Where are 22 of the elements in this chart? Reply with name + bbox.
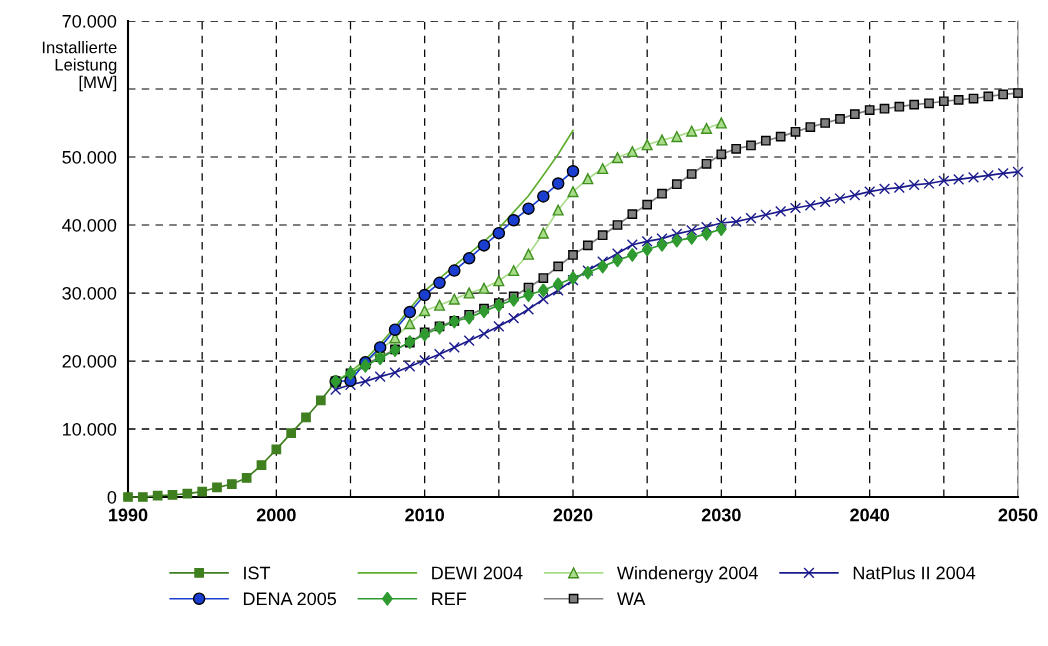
x-tick-label: 2050 (998, 508, 1038, 522)
y-tick-label: 20.000 (62, 354, 117, 368)
legend-label: REF (432, 592, 467, 606)
legend-label: Windenergy 2004 (616, 566, 758, 583)
y-tick-label: 0 (107, 490, 117, 504)
y-tick-label: 40.000 (62, 218, 117, 232)
x-tick-label: 2040 (850, 508, 890, 522)
y-tick-label: 10.000 (63, 422, 117, 436)
y-axis-title: Installierte Leistung [MW] (42, 41, 117, 92)
x-tick-label: 2010 (405, 508, 445, 522)
y-tick-label: 70.000 (62, 14, 117, 28)
x-tick-label: 2020 (553, 508, 593, 522)
legend-label: DEWI 2004 (432, 566, 523, 580)
legend-label: DENA 2005 (243, 592, 337, 606)
x-tick-label: 2030 (701, 508, 741, 522)
y-tick-label: 30.000 (62, 286, 117, 300)
x-tick-label: 2000 (256, 508, 296, 522)
y-tick-label: 50.000 (62, 150, 117, 164)
legend-label: IST (244, 566, 271, 580)
legend-label: NatPlus II 2004 (853, 566, 976, 580)
legend-label: WA (616, 592, 646, 606)
x-tick-label: 1990 (109, 508, 148, 522)
